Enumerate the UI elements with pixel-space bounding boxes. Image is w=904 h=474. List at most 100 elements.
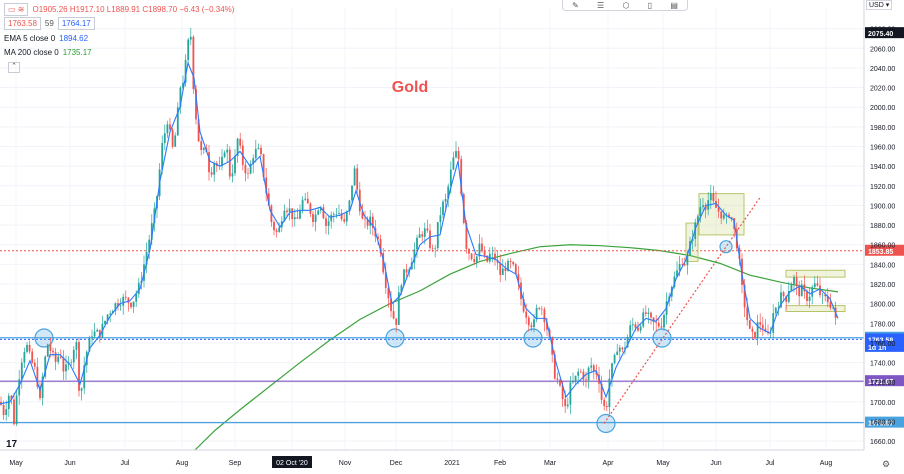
- candle-body: [119, 305, 122, 307]
- candle-body: [28, 344, 31, 352]
- annotation-circle: [523, 328, 543, 348]
- sell-price-box[interactable]: ▭ ≋: [4, 3, 29, 16]
- candle-body: [171, 129, 174, 147]
- candle-body: [751, 328, 754, 332]
- price-label: 1d 1h: [868, 345, 886, 352]
- candle-body: [624, 347, 626, 350]
- candle-body: [80, 388, 83, 391]
- y-tick-label: 1920.00: [870, 184, 895, 191]
- candle-body: [192, 36, 195, 90]
- candle-body: [265, 177, 268, 194]
- y-tick-label: 1880.00: [870, 223, 895, 230]
- drawing-toolbar[interactable]: ✎ ☰ ⬡ ▯ ▤: [562, 0, 688, 11]
- candle-body: [650, 312, 652, 318]
- candle-body: [780, 292, 782, 308]
- ema-legend[interactable]: EMA 5 close 0 1894.62: [4, 34, 88, 43]
- candle-body: [93, 331, 96, 337]
- candle-body: [114, 303, 117, 312]
- candle-body: [569, 382, 572, 405]
- candle-body: [228, 149, 231, 177]
- candle-body: [15, 395, 18, 425]
- candle-body: [728, 214, 730, 218]
- candle-body: [345, 211, 348, 222]
- pencil-icon[interactable]: ✎: [572, 0, 579, 10]
- x-highlight-box: [272, 456, 312, 468]
- candle-body: [213, 163, 216, 175]
- candle-body: [426, 228, 429, 231]
- candle-body: [748, 320, 751, 329]
- candle-body: [673, 276, 676, 287]
- header-row-price: ▭ ≋ O1905.26 H1917.10 L1889.91 C1898.70 …: [4, 3, 234, 16]
- annotation-circle: [596, 413, 616, 434]
- candle-body: [413, 249, 416, 263]
- candle-body: [260, 147, 262, 155]
- candle-body: [522, 299, 525, 312]
- candle-body: [722, 214, 725, 219]
- candle-body: [556, 378, 559, 380]
- candle-body: [611, 363, 613, 379]
- ask-price[interactable]: 1764.17: [57, 17, 95, 30]
- candle-body: [449, 169, 452, 187]
- candle-body: [600, 383, 603, 400]
- lines-icon[interactable]: ☰: [597, 0, 605, 10]
- candle-body: [730, 217, 733, 219]
- candle-body: [338, 213, 340, 215]
- list-icon[interactable]: ▤: [670, 0, 678, 10]
- candle-body: [720, 211, 723, 219]
- annotation-circle: [385, 328, 405, 348]
- candle-body: [387, 287, 390, 299]
- price-label: 2075.40: [868, 31, 893, 38]
- candle-body: [543, 309, 546, 323]
- y-tick-label: 1660.00: [870, 439, 895, 446]
- ma-legend[interactable]: MA 200 close 0 1735.17: [4, 48, 92, 57]
- candle-body: [418, 234, 421, 238]
- candle-body: [774, 307, 777, 313]
- candle-body: [26, 344, 28, 352]
- candle-body: [286, 210, 288, 212]
- gear-icon[interactable]: ⚙: [882, 459, 890, 469]
- candle-body: [312, 213, 314, 223]
- candle-body: [135, 293, 138, 302]
- candle-body: [533, 319, 535, 328]
- text-icon[interactable]: ▯: [647, 0, 653, 10]
- candle-body: [634, 324, 637, 328]
- candle-body: [824, 294, 827, 297]
- collapse-legend-button[interactable]: ⌃: [8, 62, 20, 73]
- candle-body: [631, 324, 634, 326]
- candle-body: [278, 227, 281, 232]
- candle-body: [127, 297, 130, 303]
- candle-body: [39, 386, 41, 399]
- bid-price[interactable]: 1763.58: [4, 17, 41, 30]
- candle-body: [678, 264, 681, 271]
- candle-body: [777, 307, 780, 309]
- candle-body: [33, 362, 36, 367]
- candle-body: [335, 214, 338, 215]
- candle-body: [642, 312, 645, 327]
- candle-body: [478, 243, 481, 257]
- price-label-box: [865, 340, 904, 352]
- candle-body: [540, 308, 543, 310]
- candle-body: [397, 292, 400, 325]
- annotation-box: [785, 269, 846, 278]
- price-label-box: [865, 333, 904, 345]
- y-tick-label: 2000.00: [870, 105, 895, 112]
- candle-body: [473, 259, 476, 262]
- currency-selector[interactable]: USD ▾: [866, 0, 893, 10]
- candle-body: [122, 296, 125, 306]
- candle-body: [514, 264, 517, 274]
- y-tick-label: 1780.00: [870, 321, 895, 328]
- candle-body: [512, 262, 515, 265]
- candle-body: [184, 59, 187, 83]
- candle-body: [189, 36, 192, 40]
- price-label-box: [865, 244, 904, 256]
- y-axis: 2080.00 2060.00 2040.00 2020.00 2000.00 1980.…: [863, 0, 895, 450]
- candle-body: [460, 159, 463, 195]
- candle-body: [769, 332, 772, 334]
- ohlc-values: O1905.26 H1917.10 L1889.91 C1898.70 −6.4…: [32, 5, 235, 14]
- shape-icon[interactable]: ⬡: [622, 0, 630, 10]
- candle-body: [356, 168, 359, 190]
- candle-body: [686, 255, 689, 266]
- candle-body: [322, 207, 325, 219]
- candle-body: [10, 395, 13, 400]
